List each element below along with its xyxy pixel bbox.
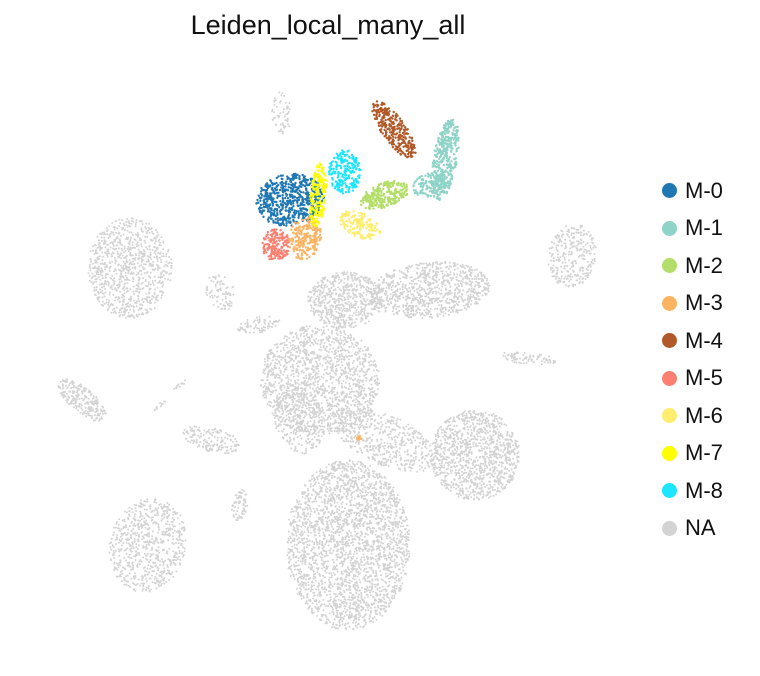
points-na: [57, 378, 107, 422]
legend-marker: [662, 333, 677, 349]
points-m-3: [356, 434, 363, 442]
points-na: [236, 315, 281, 334]
points-m-1: [412, 172, 447, 198]
legend-marker: [662, 445, 677, 461]
legend-marker: [662, 183, 677, 199]
points-na: [205, 274, 235, 311]
legend-item-m-5: M-5: [662, 360, 723, 398]
legend-item-m-4: M-4: [662, 322, 723, 360]
points-na: [370, 260, 491, 319]
points-na: [307, 271, 384, 329]
legend-label: M-1: [685, 215, 723, 241]
points-na: [173, 379, 186, 390]
points-na: [502, 351, 557, 366]
points-m-2: [359, 179, 409, 211]
points-na: [286, 459, 411, 631]
legend-label: M-3: [685, 290, 723, 316]
legend-label: NA: [685, 515, 716, 541]
points-na: [333, 407, 436, 473]
legend-label: M-0: [685, 177, 723, 203]
legend-marker: [662, 483, 677, 499]
legend-item-m-0: M-0: [662, 172, 723, 210]
legend-marker: [662, 370, 677, 386]
points-m-4: [371, 100, 417, 159]
legend-marker: [662, 295, 677, 311]
legend-item-m-7: M-7: [662, 435, 723, 473]
legend-label: M-7: [685, 440, 723, 466]
points-na: [153, 400, 166, 412]
legend-item-m-8: M-8: [662, 472, 723, 510]
legend-marker: [662, 258, 677, 274]
legend-marker: [662, 220, 677, 236]
points-m-3: [287, 215, 323, 261]
cluster-points-layer: [255, 100, 460, 442]
points-m-8: [327, 149, 362, 195]
na-points-layer: [57, 91, 597, 631]
legend-label: M-5: [685, 365, 723, 391]
points-na: [87, 217, 173, 319]
legend-item-m-6: M-6: [662, 397, 723, 435]
points-m-7: [308, 162, 328, 228]
legend-label: M-4: [685, 327, 723, 353]
points-na: [271, 91, 291, 135]
legend-marker: [662, 520, 677, 536]
points-m-6: [339, 210, 382, 241]
legend: M-0 M-1 M-2 M-3 M-4 M-5 M-6 M-7 M-8 NA: [662, 172, 723, 547]
legend-label: M-2: [685, 252, 723, 278]
legend-item-m-2: M-2: [662, 247, 723, 285]
points-na: [547, 224, 597, 288]
points-m-5: [261, 228, 290, 261]
legend-item-na: NA: [662, 510, 723, 548]
legend-label: M-6: [685, 402, 723, 428]
chart-title: Leiden_local_many_all: [190, 10, 466, 40]
legend-label: M-8: [685, 477, 723, 503]
points-na: [259, 325, 381, 436]
umap-scatter-plot: [57, 91, 597, 631]
legend-marker: [662, 408, 677, 424]
points-na: [230, 488, 249, 522]
points-na: [272, 385, 326, 455]
points-na: [182, 425, 240, 455]
points-m-0: [255, 172, 325, 227]
legend-item-m-1: M-1: [662, 210, 723, 248]
points-na: [108, 498, 187, 593]
points-na: [429, 409, 520, 501]
legend-item-m-3: M-3: [662, 285, 723, 323]
